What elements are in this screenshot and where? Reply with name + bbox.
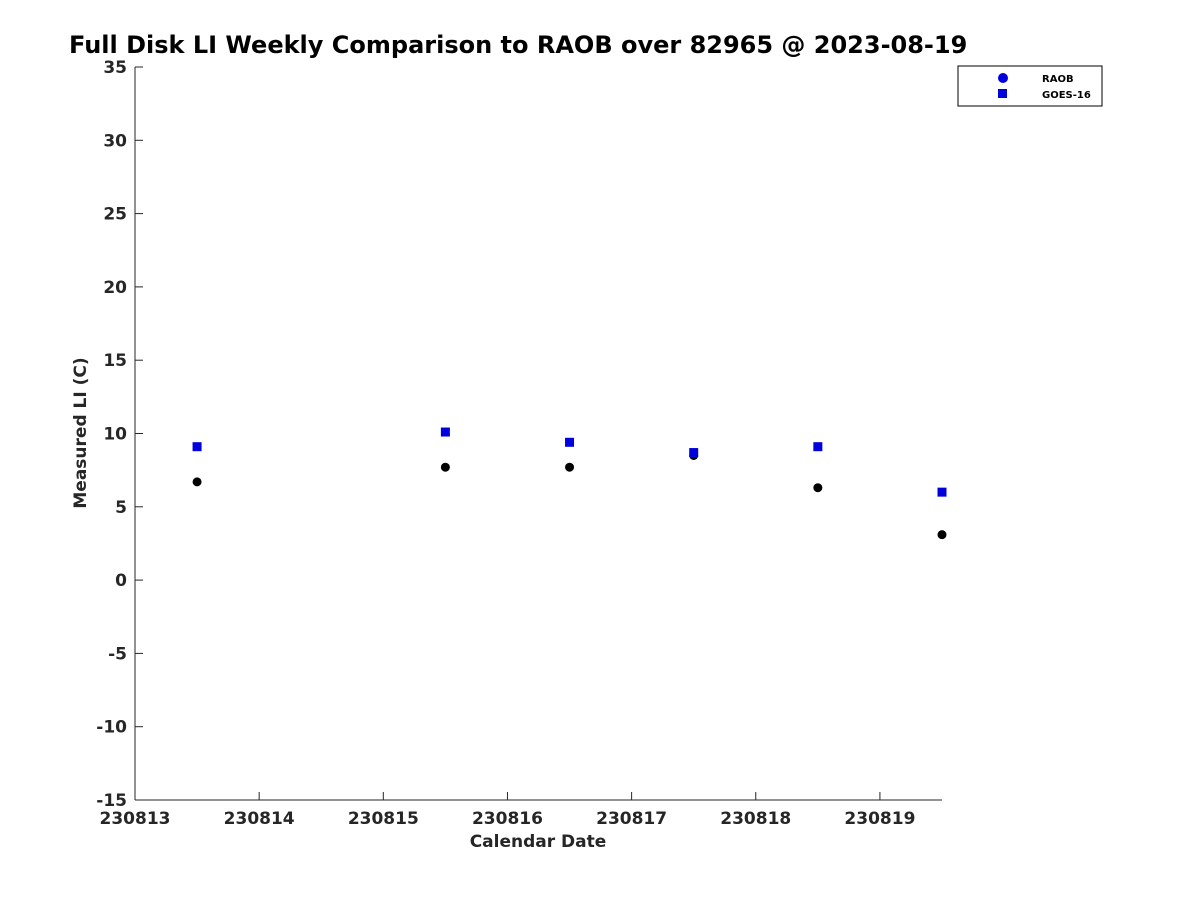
y-tick-label: 30 xyxy=(103,131,127,151)
legend-box xyxy=(957,65,1103,107)
plot-area xyxy=(134,67,942,801)
x-tick-label: 230819 xyxy=(844,809,915,829)
x-axis-title: Calendar Date xyxy=(470,832,607,852)
goes-16-point xyxy=(192,442,202,452)
legend-raob-marker xyxy=(998,73,1008,83)
chart-title: Full Disk LI Weekly Comparison to RAOB o… xyxy=(69,31,967,59)
legend-goes-label: GOES-16 xyxy=(1042,90,1091,101)
raob-point xyxy=(813,483,823,493)
y-axis-title: Measured LI (C) xyxy=(71,357,91,508)
y-ticks: 35 30 25 20 15 10 5 0 -5 -10 -15 xyxy=(96,58,143,811)
legend: RAOB GOES-16 xyxy=(957,65,1103,107)
x-tick-label: 230817 xyxy=(596,809,667,829)
x-tick-label: 230814 xyxy=(224,809,295,829)
data-points xyxy=(192,427,947,540)
goes-16-point xyxy=(937,487,947,497)
goes-16-point xyxy=(565,437,575,447)
y-tick-label: 35 xyxy=(103,58,127,78)
raob-point xyxy=(937,530,947,540)
raob-point xyxy=(440,462,450,472)
y-tick-label: -5 xyxy=(108,644,127,664)
x-tick-label: 230818 xyxy=(720,809,791,829)
y-tick-label: -10 xyxy=(96,718,127,738)
raob-point xyxy=(565,462,575,472)
legend-raob-label: RAOB xyxy=(1042,74,1074,85)
goes-16-point xyxy=(440,427,450,437)
raob-point xyxy=(192,477,202,487)
x-tick-label: 230815 xyxy=(348,809,419,829)
x-ticks: 230813 230814 230815 230816 230817 230818 2308… xyxy=(100,792,915,829)
x-tick-label: 230816 xyxy=(472,809,543,829)
y-tick-label: 5 xyxy=(115,498,127,518)
y-tick-label: 15 xyxy=(103,351,127,371)
y-tick-label: 0 xyxy=(115,571,127,591)
y-tick-label: 10 xyxy=(103,425,127,445)
y-tick-label: 20 xyxy=(103,278,127,298)
y-tick-label: 25 xyxy=(103,205,127,225)
y-tick-label: -15 xyxy=(96,791,127,811)
legend-goes-marker xyxy=(998,89,1007,98)
goes-16-point xyxy=(689,448,699,458)
x-tick-label: 230813 xyxy=(100,809,171,829)
goes-16-point xyxy=(813,442,823,452)
